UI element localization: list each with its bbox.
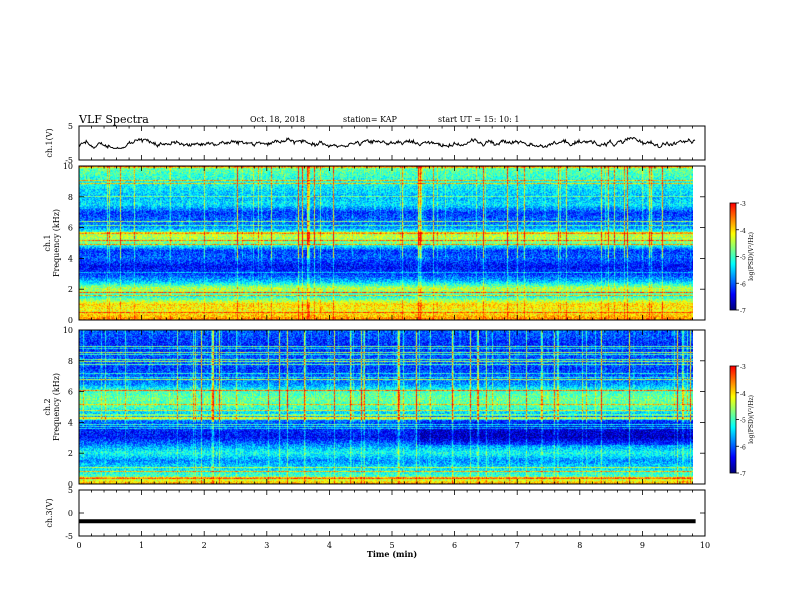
y-tick-label: 5 — [68, 486, 73, 495]
x-tick-label: 1 — [139, 541, 144, 550]
ch1-colorbar-tick-label: -6 — [740, 281, 746, 288]
ch2-colorbar-tick-label: -4 — [740, 391, 746, 398]
ch2-spectrogram-panel — [79, 330, 693, 484]
x-tick-label: 3 — [264, 541, 269, 550]
ch1-colorbar — [730, 203, 736, 310]
ch2-spectrogram-ylabel-line: Frequency (kHz) — [52, 373, 61, 441]
y-tick-label: 0 — [68, 316, 73, 325]
ch2-colorbar-tick-label: -6 — [740, 444, 746, 451]
ch1-colorbar-label: log(PSD)(V²/Hz) — [748, 232, 755, 281]
y-tick-label: 2 — [68, 449, 73, 458]
chart-title: VLF Spectra — [79, 113, 149, 126]
x-axis-label: Time (min) — [367, 549, 417, 559]
y-tick-label: 0 — [68, 509, 73, 518]
ch1-voltage-ylabel-line: ch.1(V) — [45, 128, 54, 157]
ch2-colorbar-tick-label: -5 — [740, 418, 746, 425]
x-tick-label: 2 — [202, 541, 207, 550]
ch2-colorbar-label-group: log(PSD)(V²/Hz) — [748, 395, 755, 444]
ch1-colorbar-tick-label: -5 — [740, 255, 746, 262]
x-tick-label: 4 — [327, 541, 332, 550]
x-tick-label: 6 — [452, 541, 457, 550]
x-tick-label: 9 — [640, 541, 645, 550]
ch2-colorbar — [730, 366, 736, 473]
y-tick-label: 0 — [68, 480, 73, 489]
y-tick-label: 4 — [68, 418, 73, 427]
x-tick-label: 10 — [700, 541, 710, 550]
y-tick-label: 4 — [68, 254, 73, 263]
ch3-voltage-frame — [78, 489, 706, 537]
ch3-voltage-ylabel-line: ch.3(V) — [45, 498, 54, 527]
y-tick-label: 10 — [63, 326, 73, 335]
y-tick-label: 8 — [68, 193, 73, 202]
start-time-label: start UT = 15: 10: 1 — [438, 115, 520, 124]
ch2-spectrogram-ylabel-line: ch.2 — [43, 398, 52, 415]
x-tick-label: 0 — [76, 541, 81, 550]
ch2-spectrogram-ylabel: ch.2 Frequency (kHz) — [43, 373, 61, 441]
y-tick-label: 2 — [68, 285, 73, 294]
ch1-colorbar-tick-label: -3 — [740, 201, 746, 208]
y-tick-label: 5 — [68, 122, 73, 131]
y-tick-label: 6 — [68, 388, 73, 397]
ch1-colorbar-tick-label: -7 — [740, 308, 746, 315]
ch2-colorbar-tick-label: -7 — [740, 471, 746, 478]
ch1-spectrogram-ylabel-line: ch.1 — [43, 234, 52, 251]
y-tick-label: -5 — [65, 532, 73, 541]
station-label: station= KAP — [343, 115, 397, 124]
ch1-colorbar-tick-label: -4 — [740, 228, 746, 235]
x-tick-label: 8 — [577, 541, 582, 550]
ch1-colorbar-label-group: log(PSD)(V²/Hz) — [748, 232, 755, 281]
ch2-spectrogram-image — [79, 330, 693, 484]
ch1-spectrogram-image — [79, 166, 693, 320]
ch2-colorbar-label: log(PSD)(V²/Hz) — [748, 395, 755, 444]
ch1-spectrogram-panel — [79, 166, 693, 320]
ch1-spectrogram-ylabel: ch.1 Frequency (kHz) — [43, 209, 61, 277]
x-tick-label: 7 — [515, 541, 520, 550]
ch1-spectrogram-ylabel-line: Frequency (kHz) — [52, 209, 61, 277]
y-tick-label: -5 — [65, 156, 73, 165]
y-tick-label: 8 — [68, 357, 73, 366]
y-tick-label: 10 — [63, 162, 73, 171]
ch3-voltage-ylabel: ch.3(V) — [45, 498, 54, 527]
ch2-colorbar-tick-label: -3 — [740, 364, 746, 371]
ch1-voltage-ylabel: ch.1(V) — [45, 128, 54, 157]
x-tick-label: 5 — [389, 541, 394, 550]
ch1-waveform-line — [78, 136, 696, 150]
date-label: Oct. 18, 2018 — [250, 115, 305, 124]
y-tick-label: 6 — [68, 224, 73, 233]
